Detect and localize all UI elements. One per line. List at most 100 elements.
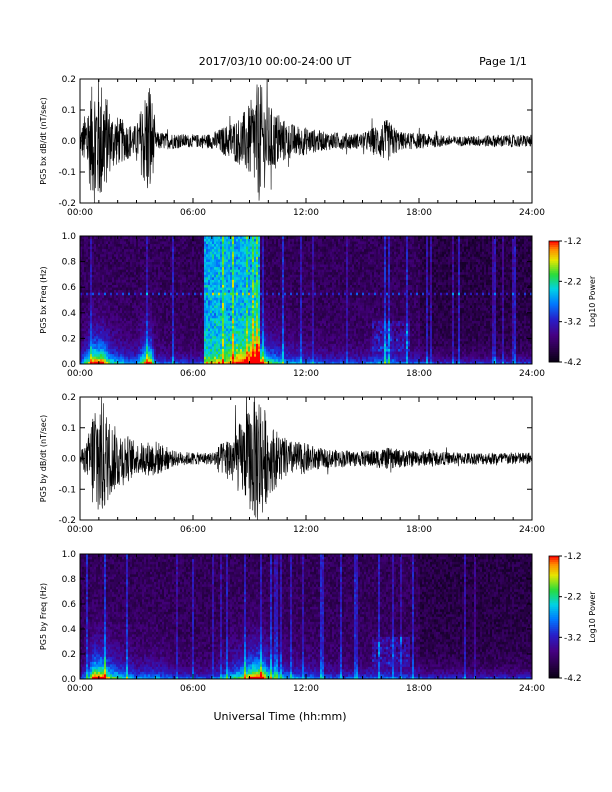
spectrogram-cell <box>262 308 264 311</box>
spectrogram-cell <box>120 292 122 295</box>
spectrogram-cell <box>172 251 174 254</box>
spectrogram-cell <box>214 297 216 300</box>
spectrogram-cell <box>262 310 264 313</box>
spectrogram-cell <box>258 341 260 344</box>
spectrogram-cell <box>186 336 188 339</box>
spectrogram-cell <box>142 318 144 321</box>
spectrogram-cell <box>172 285 174 288</box>
spectrogram-cell <box>140 262 142 265</box>
spectrogram-cell <box>124 282 126 285</box>
spectrogram-cell <box>254 315 256 318</box>
spectrogram-cell <box>172 269 174 272</box>
spectrogram-cell <box>184 308 186 311</box>
spectrogram-cell <box>194 267 196 270</box>
spectrogram-cell <box>122 318 124 321</box>
spectrogram-cell <box>84 359 86 362</box>
spectrogram-cell <box>132 331 134 334</box>
spectrogram-cell <box>182 264 184 267</box>
spectrogram-cell <box>130 356 132 359</box>
spectrogram-cell <box>240 277 242 280</box>
spectrogram-cell <box>98 318 100 321</box>
spectrogram-cell <box>182 344 184 347</box>
spectrogram-cell <box>182 280 184 283</box>
spectrogram-cell <box>220 241 222 244</box>
spectrogram-cell <box>110 239 112 242</box>
spectrogram-cell <box>226 269 228 272</box>
spectrogram-cell <box>114 318 116 321</box>
spectrogram-cell <box>230 344 232 347</box>
spectrogram-cell <box>270 326 272 329</box>
spectrogram-cell <box>88 356 90 359</box>
spectrogram-cell <box>264 356 266 359</box>
spectrogram-cell <box>100 241 102 244</box>
spectrogram-cell <box>260 246 262 249</box>
spectrogram-cell <box>250 277 252 280</box>
spectrogram-cell <box>248 308 250 311</box>
spectrogram-cell <box>228 297 230 300</box>
spectrogram-cell <box>166 318 168 321</box>
spectrogram-cell <box>220 305 222 308</box>
spectrogram-cell <box>152 285 154 288</box>
spectrogram-cell <box>202 333 204 336</box>
spectrogram-cell <box>94 359 96 362</box>
spectrogram-cell <box>186 338 188 341</box>
spectrogram-cell <box>86 318 88 321</box>
spectrogram-cell <box>100 351 102 354</box>
spectrogram-cell <box>274 315 276 318</box>
y-axis-label: PG5 bx dB/dt (nT/sec) <box>39 97 48 184</box>
spectrogram-cell <box>220 267 222 270</box>
spectrogram-cell <box>166 251 168 254</box>
spectrogram-cell <box>134 349 136 352</box>
spectrogram-cell <box>150 313 152 316</box>
spectrogram-cell <box>246 287 248 290</box>
spectrogram-cell <box>128 239 130 242</box>
spectrogram-cell <box>130 303 132 306</box>
spectrogram-cell <box>212 295 214 298</box>
spectrogram-cell <box>208 318 210 321</box>
spectrogram-cell <box>146 341 148 344</box>
spectrogram-cell <box>146 254 148 257</box>
spectrogram-cell <box>256 328 258 331</box>
spectrogram-cell <box>184 313 186 316</box>
spectrogram-cell <box>138 303 140 306</box>
spectrogram-cell <box>94 300 96 303</box>
spectrogram-cell <box>210 285 212 288</box>
spectrogram-cell <box>192 308 194 311</box>
spectrogram-cell <box>206 297 208 300</box>
spectrogram-cell <box>200 241 202 244</box>
spectrogram-cell <box>218 326 220 329</box>
spectrogram-cell <box>236 310 238 313</box>
spectrogram-cell <box>142 341 144 344</box>
spectrogram-cell <box>228 336 230 339</box>
spectrogram-cell <box>270 277 272 280</box>
spectrogram-cell <box>172 351 174 354</box>
spectrogram-cell <box>276 356 278 359</box>
spectrogram-cell <box>176 290 178 293</box>
spectrogram-cell <box>122 328 124 331</box>
spectrogram-cell <box>106 303 108 306</box>
spectrogram-cell <box>84 341 86 344</box>
spectrogram-cell <box>218 341 220 344</box>
spectrogram-cell <box>198 336 200 339</box>
spectrogram-cell <box>122 349 124 352</box>
spectrogram-cell <box>184 341 186 344</box>
spectrogram-cell <box>82 349 84 352</box>
spectrogram-cell <box>104 318 106 321</box>
spectrogram-cell <box>258 295 260 298</box>
spectrogram-cell <box>106 320 108 323</box>
spectrogram-cell <box>246 264 248 267</box>
spectrogram-cell <box>192 272 194 275</box>
spectrogram-cell <box>168 359 170 362</box>
spectrogram-cell <box>178 274 180 277</box>
spectrogram-cell <box>216 333 218 336</box>
spectrogram-cell <box>260 269 262 272</box>
spectrogram-cell <box>244 292 246 295</box>
spectrogram-cell <box>130 256 132 259</box>
spectrogram-cell <box>86 262 88 265</box>
spectrogram-cell <box>94 356 96 359</box>
spectrogram-cell <box>134 305 136 308</box>
spectrogram-cell <box>256 341 258 344</box>
spectrogram-cell <box>264 313 266 316</box>
spectrogram-cell <box>204 244 206 247</box>
spectrogram-cell <box>84 280 86 283</box>
